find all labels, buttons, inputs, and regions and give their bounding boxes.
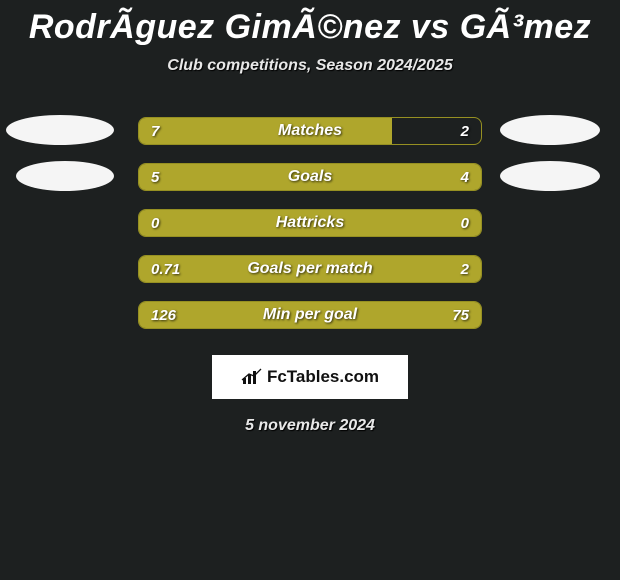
stat-bar-fill xyxy=(139,118,392,144)
page-title: RodrÃ­guez GimÃ©nez vs GÃ³mez xyxy=(0,0,620,47)
bar-chart-icon xyxy=(241,368,263,386)
stat-row: 5Goals4 xyxy=(0,163,620,191)
site-logo: FcTables.com xyxy=(212,355,408,399)
stat-bar: 0.71Goals per match2 xyxy=(138,255,482,283)
stat-row: 0.71Goals per match2 xyxy=(0,255,620,283)
stat-bar: 126Min per goal75 xyxy=(138,301,482,329)
stat-bar: 7Matches2 xyxy=(138,117,482,145)
date-label: 5 november 2024 xyxy=(0,417,620,435)
subtitle: Club competitions, Season 2024/2025 xyxy=(0,57,620,75)
player-avatar-right xyxy=(500,161,600,191)
player-avatar-left xyxy=(16,161,114,191)
stats-area: 7Matches2 5Goals4 0Hattricks0 0.71Goals per… xyxy=(0,117,620,329)
logo-text: FcTables.com xyxy=(267,367,379,387)
stat-bar-fill xyxy=(139,210,481,236)
player-avatar-left xyxy=(6,115,114,145)
stat-bar-fill xyxy=(139,164,481,190)
stat-row: 7Matches2 xyxy=(0,117,620,145)
stat-row: 126Min per goal75 xyxy=(0,301,620,329)
stat-bar-fill xyxy=(139,256,481,282)
stat-row: 0Hattricks0 xyxy=(0,209,620,237)
stat-bar: 0Hattricks0 xyxy=(138,209,482,237)
stat-bar-fill xyxy=(139,302,481,328)
player-avatar-right xyxy=(500,115,600,145)
stat-bar: 5Goals4 xyxy=(138,163,482,191)
stat-value-right: 2 xyxy=(461,118,469,144)
